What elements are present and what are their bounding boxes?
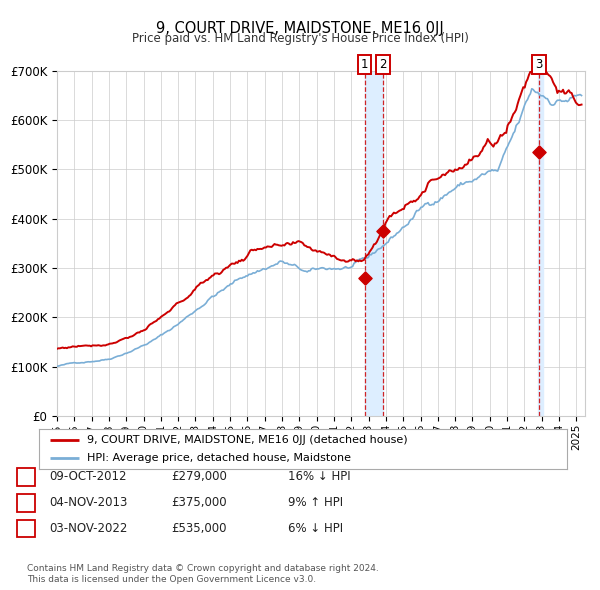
Text: 16% ↓ HPI: 16% ↓ HPI [288,470,350,483]
Point [534,148,544,157]
Text: 1: 1 [22,472,29,481]
Text: 09-OCT-2012: 09-OCT-2012 [49,470,127,483]
Text: £279,000: £279,000 [171,470,227,483]
Text: 2: 2 [379,58,387,71]
Text: 03-NOV-2022: 03-NOV-2022 [49,522,128,535]
Text: £375,000: £375,000 [171,496,227,509]
Text: 2: 2 [22,498,29,507]
Bar [538,71,544,416]
Text: 9, COURT DRIVE, MAIDSTONE, ME16 0JJ (detached house): 9, COURT DRIVE, MAIDSTONE, ME16 0JJ (det… [86,435,407,445]
Text: 3: 3 [22,524,29,533]
Text: Contains HM Land Registry data © Crown copyright and database right 2024.: Contains HM Land Registry data © Crown c… [27,565,379,573]
Text: 9% ↑ HPI: 9% ↑ HPI [288,496,343,509]
Text: £535,000: £535,000 [171,522,227,535]
Text: Price paid vs. HM Land Registry's House Price Index (HPI): Price paid vs. HM Land Registry's House … [131,32,469,45]
Text: This data is licensed under the Open Government Licence v3.0.: This data is licensed under the Open Gov… [27,575,316,584]
Text: HPI: Average price, detached house, Maidstone: HPI: Average price, detached house, Maid… [86,453,350,463]
Bar [365,71,383,416]
Point [379,227,388,236]
Point [360,274,370,283]
Text: 1: 1 [361,58,368,71]
Text: 04-NOV-2013: 04-NOV-2013 [49,496,128,509]
Text: 9, COURT DRIVE, MAIDSTONE, ME16 0JJ: 9, COURT DRIVE, MAIDSTONE, ME16 0JJ [156,21,444,35]
Text: 6% ↓ HPI: 6% ↓ HPI [288,522,343,535]
Text: 3: 3 [535,58,542,71]
